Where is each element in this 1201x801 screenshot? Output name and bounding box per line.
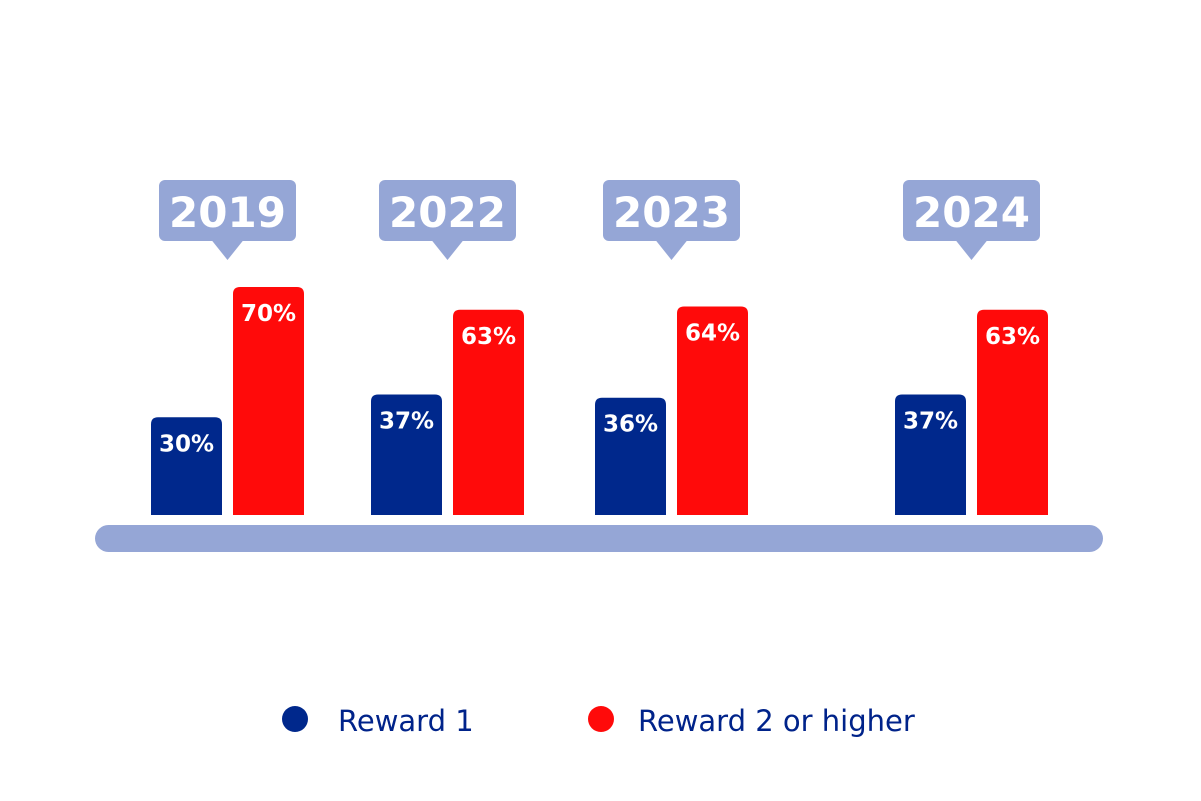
bar-reward-2-or-higher-2019: [233, 287, 304, 515]
bar-group-2023: 2023 36% 64%: [595, 180, 748, 515]
bar-label-reward-2-or-higher-2019: 70%: [241, 301, 296, 327]
year-badge-pointer-2023: [655, 240, 688, 260]
legend: Reward 1 Reward 2 or higher: [282, 704, 915, 738]
bar-reward-1-2022: [371, 394, 442, 515]
legend-label-reward-2-or-higher: Reward 2 or higher: [638, 704, 915, 738]
bar-label-reward-2-or-higher-2022: 63%: [461, 324, 516, 350]
year-badge-2022: [379, 180, 516, 241]
bar-label-reward-2-or-higher-2024: 63%: [985, 324, 1040, 350]
legend-swatch-reward-1: [282, 706, 308, 732]
bar-reward-1-2023: [595, 397, 666, 515]
year-badge-2023: [603, 180, 740, 241]
year-label-2022: 2022: [389, 188, 506, 237]
bar-groups: 2019 30% 70% 2022 37% 63% 2023 36% 64% 2024 37% 63%: [151, 180, 1048, 515]
bar-reward-2-or-higher-2022: [453, 309, 524, 515]
bar-group-2019: 2019 30% 70%: [151, 180, 304, 515]
bar-reward-1-2024: [895, 394, 966, 515]
year-label-2023: 2023: [613, 188, 730, 237]
bar-reward-1-2019: [151, 417, 222, 515]
bar-group-2022: 2022 37% 63%: [371, 180, 524, 515]
year-badge-pointer-2024: [955, 240, 988, 260]
bar-group-2024: 2024 37% 63%: [895, 180, 1048, 515]
bar-label-reward-1-2019: 30%: [159, 431, 214, 457]
year-label-2024: 2024: [913, 188, 1030, 237]
bar-label-reward-1-2023: 36%: [603, 412, 658, 438]
bar-reward-2-or-higher-2024: [977, 309, 1048, 515]
year-label-2019: 2019: [169, 188, 286, 237]
year-badge-2019: [159, 180, 296, 241]
bar-label-reward-2-or-higher-2023: 64%: [685, 321, 740, 347]
legend-swatch-reward-2-or-higher: [588, 706, 614, 732]
bar-label-reward-1-2024: 37%: [903, 408, 958, 434]
bar-label-reward-1-2022: 37%: [379, 408, 434, 434]
bar-reward-2-or-higher-2023: [677, 306, 748, 515]
chart-baseline: [95, 525, 1103, 552]
year-badge-pointer-2022: [431, 240, 464, 260]
legend-item-reward-2-or-higher: Reward 2 or higher: [588, 704, 915, 738]
year-badge-pointer-2019: [211, 240, 244, 260]
year-badge-2024: [903, 180, 1040, 241]
legend-item-reward-1: Reward 1: [282, 704, 474, 738]
legend-label-reward-1: Reward 1: [338, 704, 474, 738]
